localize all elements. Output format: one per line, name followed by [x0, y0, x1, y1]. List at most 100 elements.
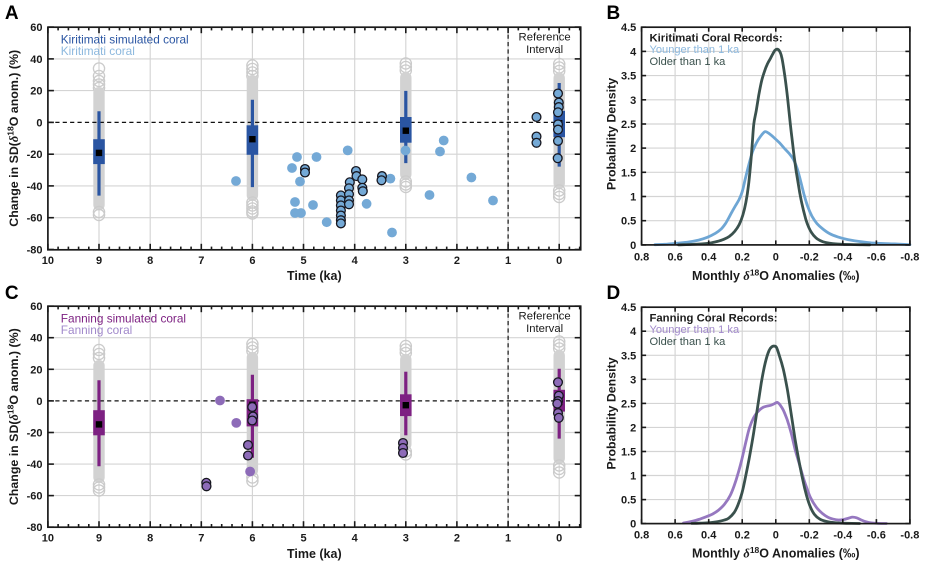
svg-text:0.4: 0.4 — [701, 530, 717, 542]
svg-text:1: 1 — [505, 532, 511, 544]
svg-text:20: 20 — [30, 86, 42, 98]
svg-text:4: 4 — [352, 532, 359, 544]
svg-text:4.5: 4.5 — [621, 302, 636, 314]
svg-text:20: 20 — [30, 364, 42, 376]
svg-text:Probability Density: Probability Density — [605, 357, 619, 469]
svg-text:2: 2 — [630, 143, 636, 155]
svg-text:0: 0 — [630, 519, 636, 531]
svg-text:Kiritimati coral: Kiritimati coral — [61, 44, 135, 58]
svg-text:40: 40 — [30, 333, 42, 345]
svg-text:0.4: 0.4 — [701, 251, 717, 263]
svg-text:5: 5 — [301, 255, 307, 267]
svg-text:6: 6 — [249, 255, 255, 267]
svg-text:-0.4: -0.4 — [833, 530, 853, 542]
svg-text:Probability Density: Probability Density — [605, 78, 619, 190]
svg-text:3: 3 — [403, 532, 409, 544]
svg-text:D: D — [607, 283, 621, 304]
svg-text:-60: -60 — [27, 213, 43, 225]
svg-text:Time (ka): Time (ka) — [287, 269, 342, 283]
svg-text:0: 0 — [36, 117, 42, 129]
svg-text:-40: -40 — [27, 459, 43, 471]
svg-text:5: 5 — [301, 532, 307, 544]
svg-text:A: A — [5, 3, 19, 24]
svg-text:10: 10 — [42, 255, 54, 267]
svg-text:Older than 1 ka: Older than 1 ka — [650, 56, 727, 68]
svg-text:-0.2: -0.2 — [800, 530, 819, 542]
svg-text:-80: -80 — [27, 245, 43, 257]
svg-text:3.5: 3.5 — [621, 71, 636, 83]
svg-text:60: 60 — [30, 301, 42, 313]
svg-text:10: 10 — [42, 532, 54, 544]
svg-text:0.5: 0.5 — [621, 495, 636, 507]
svg-text:Kiritimati simulated coral: Kiritimati simulated coral — [61, 32, 189, 46]
svg-text:Kiritimati Coral Records:: Kiritimati Coral Records: — [650, 32, 783, 44]
svg-text:-80: -80 — [27, 522, 43, 534]
svg-text:-60: -60 — [27, 491, 43, 503]
svg-text:-0.8: -0.8 — [900, 530, 919, 542]
svg-text:2: 2 — [630, 422, 636, 434]
svg-text:1: 1 — [630, 192, 636, 204]
svg-text:0.6: 0.6 — [667, 530, 682, 542]
svg-text:0.5: 0.5 — [621, 216, 636, 228]
svg-text:9: 9 — [96, 532, 102, 544]
svg-text:0.2: 0.2 — [735, 251, 750, 263]
svg-text:1: 1 — [505, 255, 511, 267]
svg-text:0: 0 — [630, 240, 636, 252]
svg-text:40: 40 — [30, 54, 42, 66]
svg-text:3: 3 — [403, 255, 409, 267]
svg-text:-20: -20 — [27, 428, 43, 440]
svg-text:2.5: 2.5 — [621, 398, 636, 410]
svg-text:-0.4: -0.4 — [833, 251, 853, 263]
svg-text:0: 0 — [556, 532, 562, 544]
svg-text:2: 2 — [454, 255, 460, 267]
svg-text:9: 9 — [96, 255, 102, 267]
svg-text:Interval: Interval — [526, 44, 563, 56]
svg-text:Fanning Coral Records:: Fanning Coral Records: — [650, 312, 778, 324]
svg-text:0: 0 — [773, 530, 779, 542]
svg-text:-40: -40 — [27, 181, 43, 193]
svg-text:0.8: 0.8 — [634, 530, 649, 542]
svg-text:2: 2 — [454, 532, 460, 544]
svg-text:Monthly δ18O Anomalies (‰): Monthly δ18O Anomalies (‰) — [692, 267, 860, 283]
svg-text:Younger than 1 ka: Younger than 1 ka — [650, 44, 740, 56]
svg-text:3.5: 3.5 — [621, 350, 636, 362]
svg-text:Older than 1 ka: Older than 1 ka — [650, 336, 727, 348]
svg-text:4.5: 4.5 — [621, 22, 636, 34]
svg-text:8: 8 — [147, 532, 153, 544]
svg-text:0: 0 — [773, 251, 779, 263]
svg-text:0: 0 — [36, 396, 42, 408]
svg-text:-0.8: -0.8 — [900, 251, 919, 263]
svg-text:4: 4 — [352, 255, 359, 267]
svg-text:Change in SD(δ18O anom.) (%): Change in SD(δ18O anom.) (%) — [6, 50, 22, 227]
svg-text:Reference: Reference — [519, 311, 571, 323]
svg-text:Fanning coral: Fanning coral — [61, 323, 132, 337]
svg-text:1: 1 — [630, 471, 636, 483]
svg-text:3: 3 — [630, 374, 636, 386]
svg-text:1.5: 1.5 — [621, 447, 636, 459]
svg-text:2.5: 2.5 — [621, 119, 636, 131]
svg-text:4: 4 — [630, 46, 637, 58]
svg-text:Time (ka): Time (ka) — [287, 547, 342, 561]
svg-text:-0.6: -0.6 — [867, 530, 886, 542]
svg-text:0.2: 0.2 — [735, 530, 750, 542]
svg-text:8: 8 — [147, 255, 153, 267]
svg-text:-20: -20 — [27, 149, 43, 161]
svg-text:7: 7 — [198, 255, 204, 267]
svg-text:Younger than 1 ka: Younger than 1 ka — [650, 324, 740, 336]
svg-text:Change in SD(δ18O anom.) (%): Change in SD(δ18O anom.) (%) — [6, 328, 22, 505]
svg-text:0.6: 0.6 — [667, 251, 682, 263]
svg-text:Interval: Interval — [526, 323, 563, 335]
svg-text:4: 4 — [630, 326, 637, 338]
svg-text:6: 6 — [249, 532, 255, 544]
svg-text:0.8: 0.8 — [634, 251, 649, 263]
svg-text:-0.2: -0.2 — [800, 251, 819, 263]
svg-text:-0.6: -0.6 — [867, 251, 886, 263]
svg-text:Fanning simulated coral: Fanning simulated coral — [61, 311, 186, 325]
svg-text:Reference: Reference — [519, 32, 571, 44]
svg-text:Monthly δ18O Anomalies (‰): Monthly δ18O Anomalies (‰) — [692, 545, 860, 561]
svg-text:1.5: 1.5 — [621, 167, 636, 179]
svg-text:7: 7 — [198, 532, 204, 544]
svg-text:3: 3 — [630, 95, 636, 107]
svg-text:B: B — [607, 3, 621, 24]
svg-text:60: 60 — [30, 22, 42, 34]
